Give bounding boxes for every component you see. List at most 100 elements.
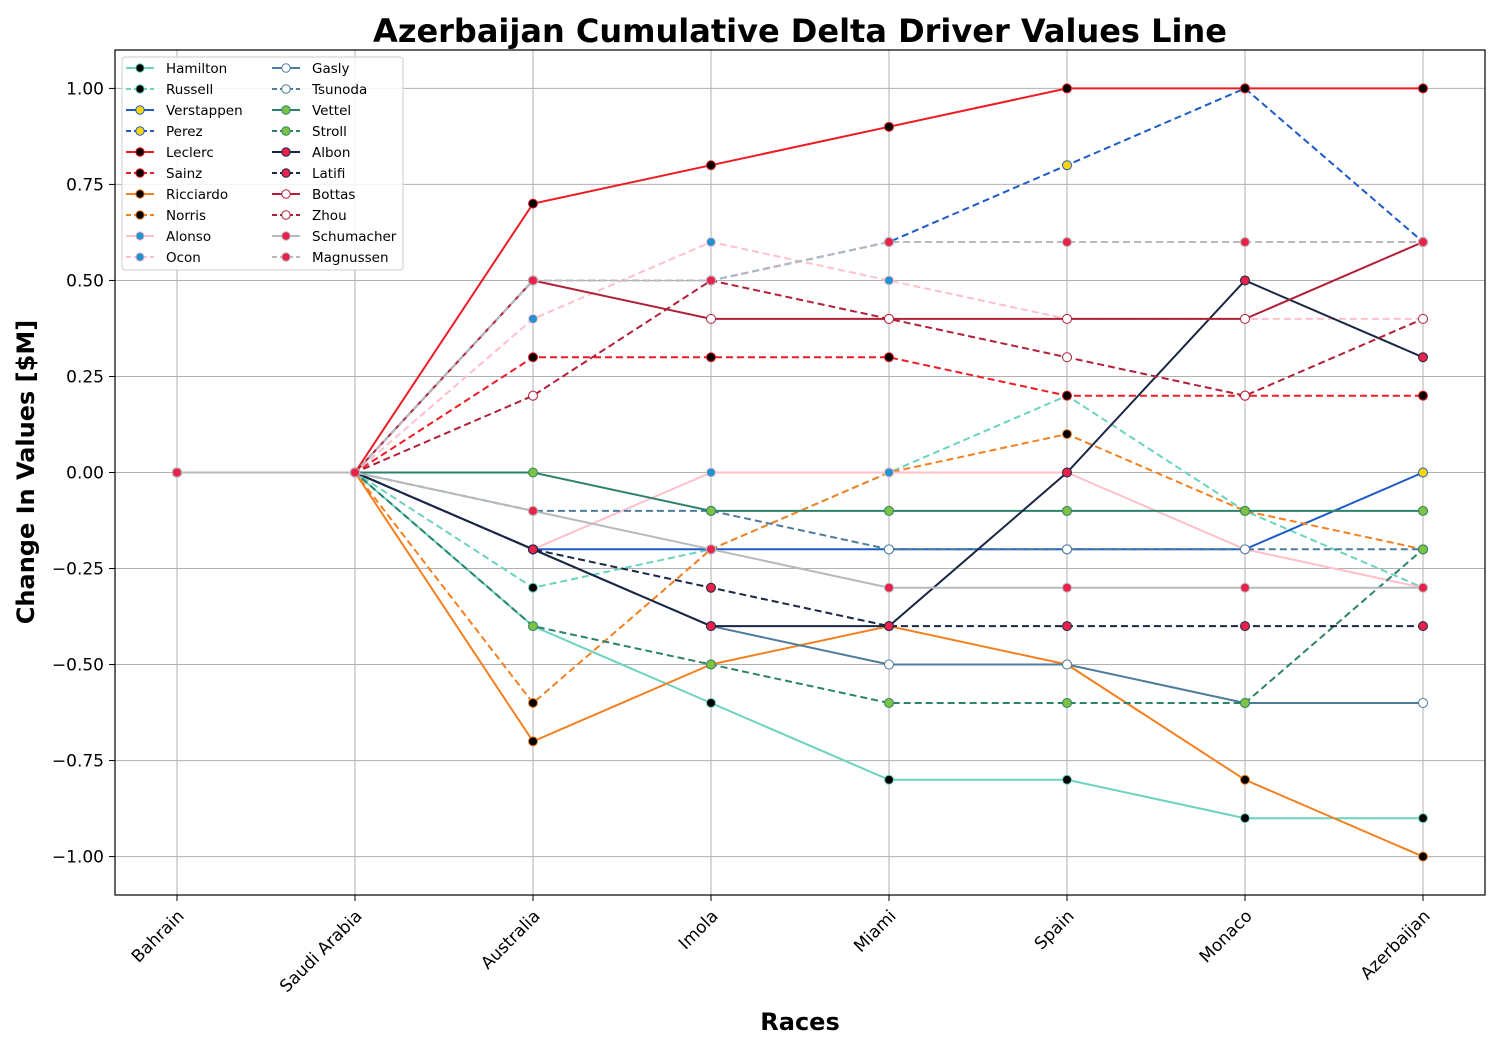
legend-item: Gasly (272, 61, 350, 77)
data-point (706, 621, 716, 632)
legend-label: Verstappen (166, 103, 243, 119)
legend-label: Latifi (312, 166, 345, 182)
legend-label: Tsunoda (311, 82, 367, 98)
legend-item: Latifi (272, 166, 345, 182)
data-point (1240, 774, 1250, 785)
data-point (884, 697, 894, 708)
legend-swatch-marker (281, 231, 291, 241)
legend-label: Schumacher (312, 229, 397, 245)
data-point (1062, 160, 1072, 171)
series-line (177, 433, 1424, 705)
data-point (528, 582, 538, 593)
legend-swatch-marker (281, 210, 291, 220)
data-point (528, 352, 538, 363)
data-point (884, 505, 894, 516)
y-tick-label: −0.50 (52, 656, 104, 676)
legend-swatch-marker (135, 252, 145, 262)
data-point (884, 621, 894, 632)
data-point (1418, 467, 1428, 478)
legend-label: Ricciardo (166, 187, 228, 203)
x-tick-layer: Bahrain Saudi Arabia Australia Imola Miami Sp… (128, 895, 1435, 997)
x-axis-label: Races (760, 1008, 839, 1036)
series-line (177, 471, 1423, 512)
data-point (1062, 505, 1072, 516)
series-ocon (172, 237, 1428, 478)
data-point (884, 774, 894, 785)
series-albon (172, 275, 1428, 632)
legend-item: Schumacher (272, 229, 397, 245)
series-line (177, 471, 1423, 551)
data-point (1418, 352, 1428, 363)
data-point (884, 544, 894, 555)
legend-label: Ocon (166, 250, 201, 266)
legend-swatch-marker (135, 63, 145, 73)
data-point (1240, 697, 1250, 708)
data-point (1062, 659, 1072, 670)
data-point (1418, 390, 1428, 401)
data-point (1062, 83, 1072, 94)
series-line (177, 471, 1423, 820)
data-point (1062, 313, 1072, 324)
data-point (1062, 352, 1072, 363)
data-point (706, 467, 716, 478)
x-tick-label: Bahrain (128, 906, 189, 967)
legend-label: Norris (166, 208, 206, 224)
series-line (177, 279, 1424, 628)
legend-label: Alonso (166, 229, 211, 245)
data-point (1418, 544, 1428, 555)
series-magnussen (172, 237, 1428, 478)
y-tick-label: 0.50 (66, 271, 104, 291)
legend-label: Vettel (312, 103, 351, 119)
legend-swatch-marker (135, 210, 145, 220)
data-point (884, 659, 894, 670)
data-point (1062, 621, 1072, 632)
x-tick-label: Saudi Arabia (276, 906, 366, 996)
data-point (1418, 813, 1428, 824)
data-point (528, 313, 538, 324)
legend-item: Albon (272, 145, 350, 161)
legend-item: Zhou (272, 208, 347, 224)
series-line (177, 471, 1423, 628)
legend-label: Hamilton (166, 61, 227, 77)
data-point (1240, 505, 1250, 516)
chart-title: Azerbaijan Cumulative Delta Driver Value… (373, 12, 1227, 50)
legend-item: Verstappen (126, 103, 243, 119)
data-point (1240, 813, 1250, 824)
data-point (1062, 467, 1072, 478)
y-tick-label: 0.75 (66, 175, 104, 195)
data-point (706, 659, 716, 670)
data-point (528, 697, 538, 708)
data-point (706, 237, 716, 248)
data-point (528, 198, 538, 209)
data-point (706, 582, 716, 593)
legend-item: Magnussen (272, 250, 389, 266)
y-tick-label: −1.00 (52, 848, 104, 868)
series-schumacher (172, 467, 1428, 593)
legend-item: Hamilton (126, 61, 227, 77)
data-point (1240, 582, 1250, 593)
y-tick-label: 0.00 (66, 464, 104, 484)
data-point (172, 467, 182, 478)
series-russell (172, 390, 1428, 593)
data-point (528, 275, 538, 286)
data-point (1418, 697, 1428, 708)
legend-label: Stroll (312, 124, 347, 140)
legend-swatch-marker (135, 168, 145, 178)
y-tick-layer: −1.00 −0.75 −0.50 −0.25 0.00 0.25 0.50 0.75 1.00 (52, 79, 115, 868)
legend-swatch-marker (281, 147, 291, 157)
legend-item: Perez (126, 124, 203, 140)
data-point (1240, 275, 1250, 286)
data-point (884, 467, 894, 478)
series-line (177, 279, 1424, 474)
x-tick-label: Imola (675, 906, 722, 953)
legend-item: Stroll (272, 124, 347, 140)
legend-swatch-marker (135, 84, 145, 94)
data-point (528, 390, 538, 401)
data-point (1240, 390, 1250, 401)
data-point (528, 467, 538, 478)
data-point (1240, 313, 1250, 324)
series-line (177, 394, 1424, 589)
data-point (528, 544, 538, 555)
legend-swatch-marker (135, 105, 145, 115)
